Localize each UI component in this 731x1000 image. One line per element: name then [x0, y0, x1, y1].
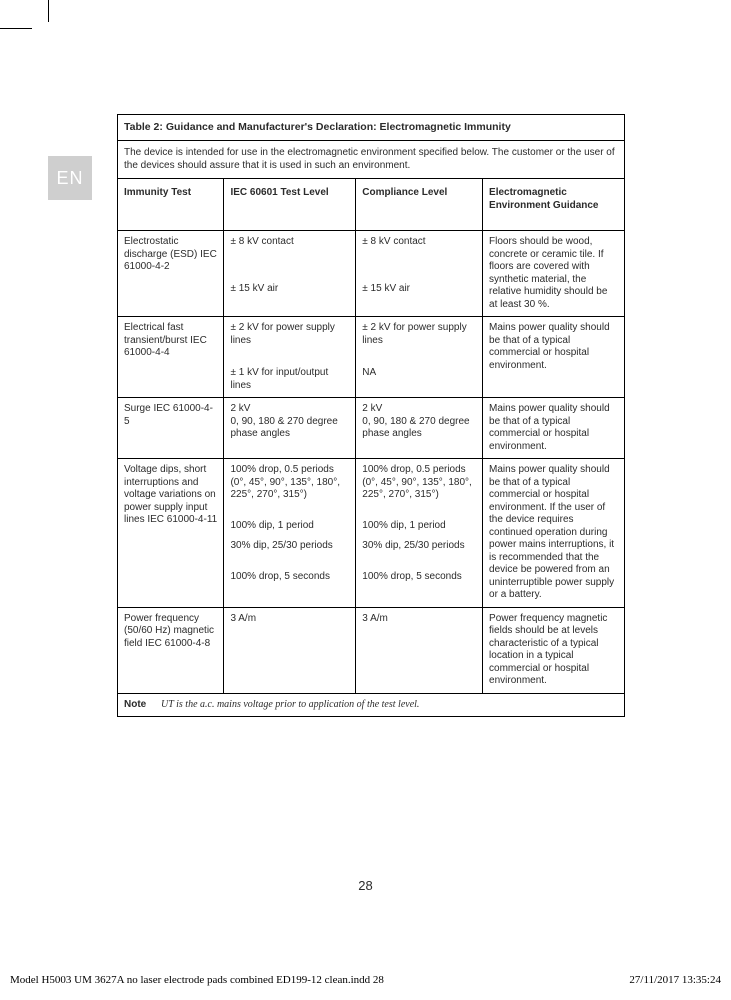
- header-guidance: Electromagnetic Environment Guidance: [483, 179, 625, 231]
- table-title: Table 2: Guidance and Manufacturer's Dec…: [118, 115, 625, 141]
- table-row: Electrical fast transient/burst IEC 6100…: [118, 317, 625, 398]
- cell-level: ± 2 kV for power supply lines ± 1 kV for…: [224, 317, 356, 398]
- crop-marks: [0, 0, 731, 60]
- cell-compliance: 2 kV 0, 90, 180 & 270 degree phase angle…: [356, 398, 483, 459]
- footer-right: 27/11/2017 13:35:24: [629, 974, 721, 986]
- cell-test: Voltage dips, short interruptions and vo…: [118, 459, 224, 608]
- cell-level: 100% drop, 0.5 periods (0°, 45°, 90°, 13…: [224, 459, 356, 608]
- note-text: UT is the a.c. mains voltage prior to ap…: [161, 699, 419, 710]
- table-intro-row: The device is intended for use in the el…: [118, 141, 625, 179]
- header-test-level: IEC 60601 Test Level: [224, 179, 356, 231]
- table-row: Electrostatic discharge (ESD) IEC 61000-…: [118, 231, 625, 317]
- immunity-table: Table 2: Guidance and Manufacturer's Dec…: [117, 114, 625, 717]
- print-footer: Model H5003 UM 3627A no laser electrode …: [10, 974, 721, 986]
- table-header-row: Immunity Test IEC 60601 Test Level Compl…: [118, 179, 625, 231]
- cell-compliance: 3 A/m: [356, 607, 483, 693]
- cell-compliance: 100% drop, 0.5 periods (0°, 45°, 90°, 13…: [356, 459, 483, 608]
- table-title-row: Table 2: Guidance and Manufacturer's Dec…: [118, 115, 625, 141]
- cell-compliance: ± 2 kV for power supply lines NA: [356, 317, 483, 398]
- cell-test: Surge IEC 61000-4-5: [118, 398, 224, 459]
- table-row: Surge IEC 61000-4-5 2 kV 0, 90, 180 & 27…: [118, 398, 625, 459]
- page-number: 28: [0, 878, 731, 893]
- cell-test: Electrical fast transient/burst IEC 6100…: [118, 317, 224, 398]
- note-label: Note: [124, 699, 146, 712]
- header-compliance: Compliance Level: [356, 179, 483, 231]
- table-note-row: Note UT is the a.c. mains voltage prior …: [118, 693, 625, 717]
- table-row: Voltage dips, short interruptions and vo…: [118, 459, 625, 608]
- table-note: Note UT is the a.c. mains voltage prior …: [118, 693, 625, 717]
- cell-level: 2 kV 0, 90, 180 & 270 degree phase angle…: [224, 398, 356, 459]
- page-content: Table 2: Guidance and Manufacturer's Dec…: [117, 114, 625, 717]
- cell-level: 3 A/m: [224, 607, 356, 693]
- cell-test: Electrostatic discharge (ESD) IEC 61000-…: [118, 231, 224, 317]
- cell-guidance: Floors should be wood, concrete or ceram…: [483, 231, 625, 317]
- language-tab: EN: [48, 156, 92, 200]
- cell-compliance: ± 8 kV contact ± 15 kV air: [356, 231, 483, 317]
- footer-left: Model H5003 UM 3627A no laser electrode …: [10, 974, 384, 986]
- cell-test: Power frequency (50/60 Hz) magnetic fiel…: [118, 607, 224, 693]
- table-intro: The device is intended for use in the el…: [118, 141, 625, 179]
- table-row: Power frequency (50/60 Hz) magnetic fiel…: [118, 607, 625, 693]
- cell-guidance: Mains power quality should be that of a …: [483, 317, 625, 398]
- cell-level: ± 8 kV contact ± 15 kV air: [224, 231, 356, 317]
- header-immunity-test: Immunity Test: [118, 179, 224, 231]
- cell-guidance: Power frequency magnetic fields should b…: [483, 607, 625, 693]
- cell-guidance: Mains power quality should be that of a …: [483, 459, 625, 608]
- cell-guidance: Mains power quality should be that of a …: [483, 398, 625, 459]
